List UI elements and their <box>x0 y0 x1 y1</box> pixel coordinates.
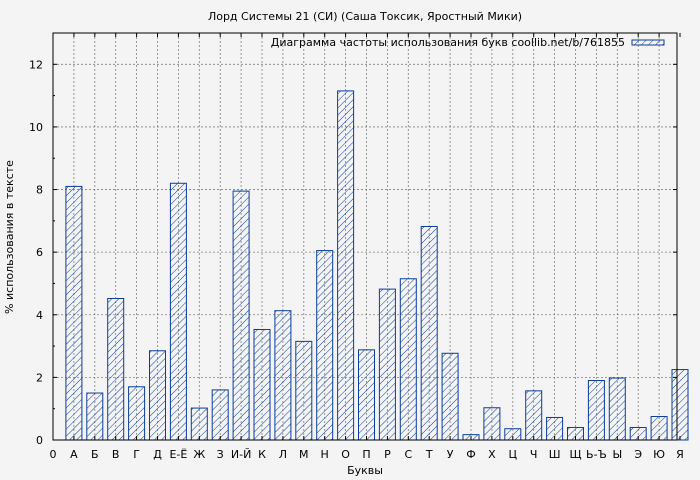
x-tick-label: Л <box>279 448 287 461</box>
x-tick-label: З <box>217 448 224 461</box>
y-tick-label: 0 <box>36 434 43 447</box>
bar <box>169 182 187 441</box>
x-tick-label: Ш <box>549 448 561 461</box>
plot-frame <box>52 32 678 441</box>
x-tick-label: Ы <box>612 448 622 461</box>
x-tick-label: Д <box>153 448 162 461</box>
bar <box>211 389 229 441</box>
y-tick-label: 12 <box>29 58 43 71</box>
bar <box>149 350 166 441</box>
bar <box>65 185 83 441</box>
bar <box>295 340 313 441</box>
bar <box>378 288 396 441</box>
bar <box>190 407 208 441</box>
x-tick-label: Ц <box>509 448 518 461</box>
legend: Диаграмма частоты использования букв coo… <box>271 36 665 49</box>
legend-label: Диаграмма частоты использования букв coo… <box>271 36 625 49</box>
bar <box>128 386 146 441</box>
bar <box>107 297 125 441</box>
x-tick-label: П <box>362 448 370 461</box>
x-tick-label: Б <box>91 448 99 461</box>
x-tick-label: Т <box>425 448 433 461</box>
x-tick-label: Ж <box>193 448 205 461</box>
x-tick-label: И-Й <box>231 448 251 461</box>
bar <box>399 278 417 441</box>
bar <box>608 377 626 441</box>
x-axis-label: Буквы <box>347 464 383 477</box>
x-tick-label: М <box>299 448 309 461</box>
bar <box>420 225 438 441</box>
bar <box>358 349 375 441</box>
x-tick-label: В <box>112 448 120 461</box>
bar <box>316 250 334 441</box>
x-tick-label: А <box>70 448 78 461</box>
y-axis: 0 2 4 6 8 10 12 <box>29 58 677 447</box>
x-tick-label: Н <box>321 448 329 461</box>
x-tick-label: Ф <box>466 448 475 461</box>
y-axis-label: % использования в тексте <box>3 160 16 314</box>
bar <box>86 392 104 441</box>
x-tick-label: С <box>404 448 412 461</box>
x-tick-label: К <box>258 448 266 461</box>
y-tick-label: 2 <box>36 371 43 384</box>
bar <box>441 352 459 441</box>
bar <box>232 190 250 441</box>
y-tick-label: 10 <box>29 121 43 134</box>
x-tick-label: Ь-Ъ <box>586 448 607 461</box>
x-tick-label: У <box>447 448 454 461</box>
x-axis: 0 А Б В Г Д Е-Ё Ж З И-Й К Л М Н О П Р С Т У Ф Х Ц Ч Ш Щ Ь-Ъ Ы Э Ю Я <box>50 33 684 461</box>
bar <box>587 380 605 441</box>
bar <box>525 390 543 441</box>
bar <box>671 369 689 441</box>
x-tick-label: 0 <box>50 448 57 461</box>
chart-title: Лорд Системы 21 (СИ) (Саша Токсик, Ярост… <box>208 10 522 23</box>
x-tick-label: Ю <box>653 448 665 461</box>
x-tick-label: Ч <box>530 448 538 461</box>
bar <box>337 90 355 441</box>
y-tick-label: 8 <box>36 184 43 197</box>
x-tick-label: Х <box>488 448 496 461</box>
x-tick-label: Г <box>133 448 140 461</box>
bar <box>253 328 271 441</box>
bar <box>483 407 501 441</box>
x-tick-label: Р <box>384 448 391 461</box>
y-tick-label: 4 <box>36 309 43 322</box>
y-tick-label: 6 <box>36 246 43 259</box>
x-tick-label: Е-Ё <box>169 448 187 461</box>
grid <box>53 33 677 440</box>
x-tick-label: Э <box>634 448 642 461</box>
x-tick-label: О <box>341 448 350 461</box>
x-tick-label: Я <box>676 448 684 461</box>
bars <box>65 90 689 441</box>
bar <box>274 310 292 441</box>
legend-swatch <box>631 39 665 46</box>
x-tick-label: Щ <box>569 448 581 461</box>
